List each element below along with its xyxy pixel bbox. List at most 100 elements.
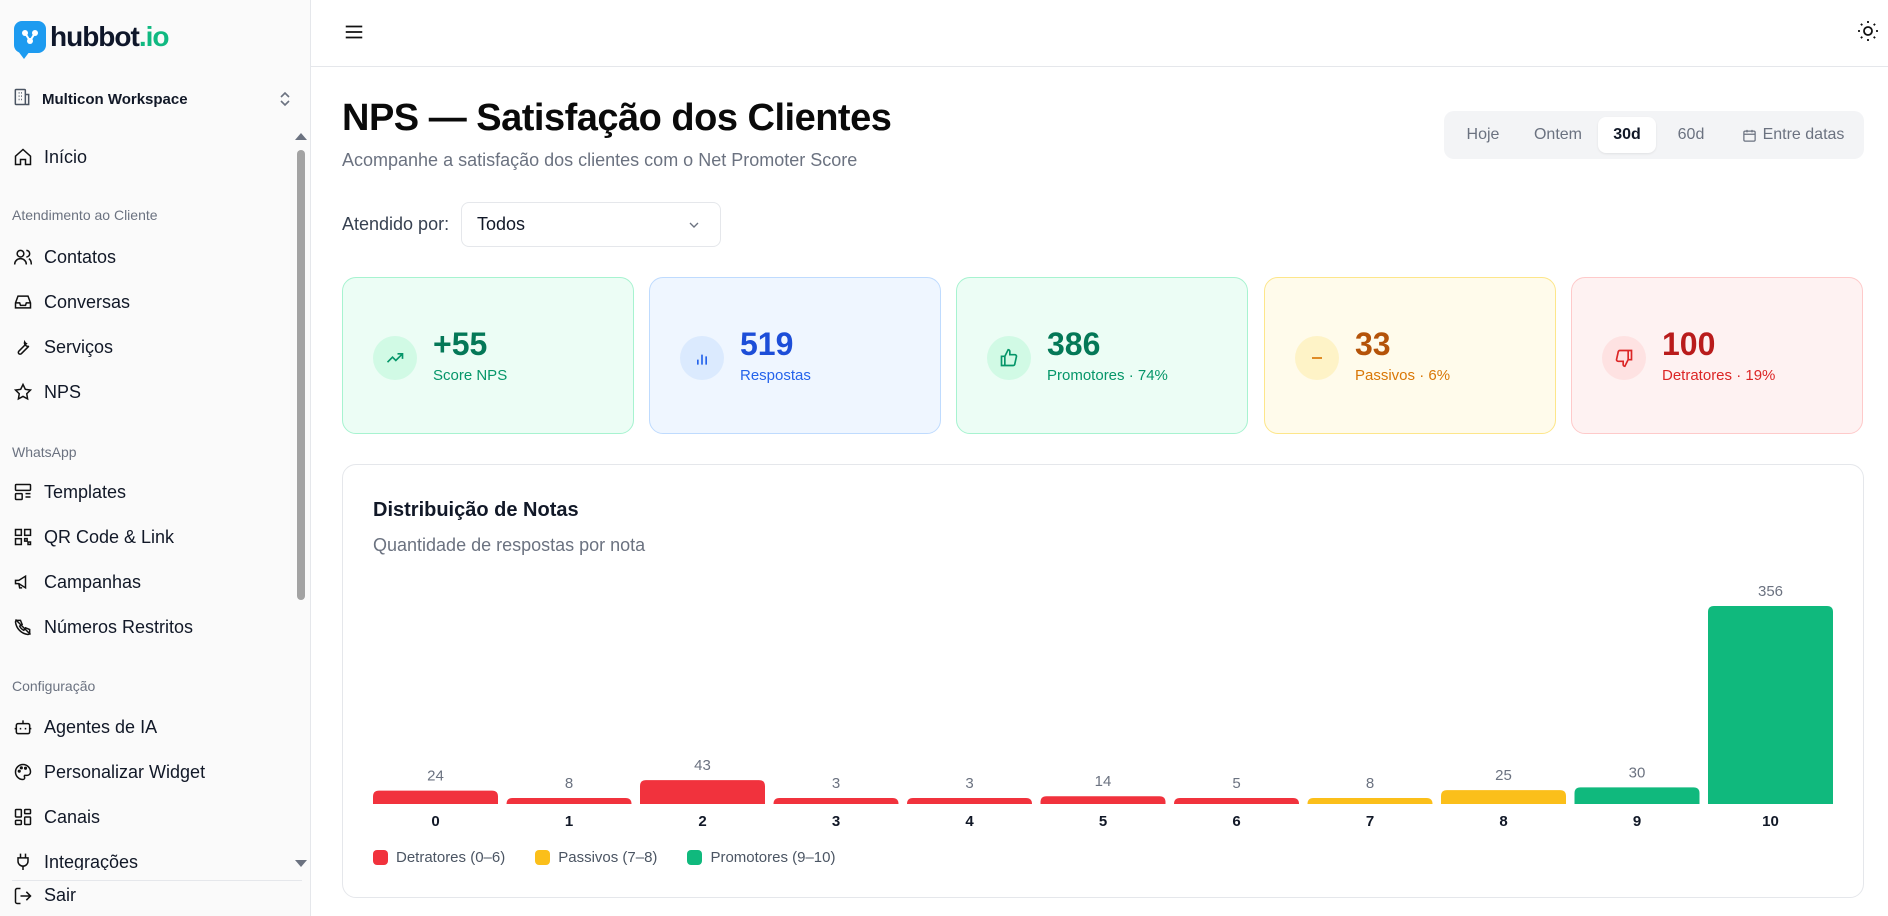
sidebar-item-label: Templates <box>44 481 127 502</box>
logout-button[interactable]: Sair <box>12 880 302 910</box>
x-tick-label: 5 <box>1099 813 1107 830</box>
sidebar-item-numeros-restritos[interactable]: Números Restritos <box>12 607 282 647</box>
trending-up-icon <box>373 336 417 380</box>
home-icon <box>12 146 34 168</box>
bar-8[interactable] <box>1441 790 1566 804</box>
megaphone-icon <box>12 571 34 593</box>
sidebar-item-label: Canais <box>44 806 101 827</box>
brand-name: hubbot.io <box>50 21 170 52</box>
bar-3[interactable] <box>773 798 899 804</box>
kpi-card-respostas: 519 Respostas <box>649 277 941 434</box>
sidebar: hubbot.io Multicon Workspace Início Aten… <box>0 0 311 916</box>
sidebar-item-servicos[interactable]: Serviços <box>12 327 282 367</box>
bar-10[interactable] <box>1708 606 1833 804</box>
sidebar-item-campanhas[interactable]: Campanhas <box>12 562 282 602</box>
sidebar-item-nps[interactable]: NPS <box>12 372 282 412</box>
scroll-up-arrow-icon[interactable] <box>295 133 307 140</box>
bar-value-label: 8 <box>565 775 573 792</box>
kpi-card-score: +55 Score NPS <box>342 277 634 434</box>
bar-value-label: 3 <box>832 775 840 792</box>
legend-label: Detratores (0–6) <box>396 849 506 866</box>
kpi-card-passivos: 33 Passivos · 6% <box>1264 277 1556 434</box>
wrench-icon <box>12 336 34 358</box>
range-60d-button[interactable]: 60d <box>1677 126 1705 143</box>
star-icon <box>12 381 34 403</box>
sidebar-item-inicio[interactable]: Início <box>12 137 282 177</box>
kpi-value: 386 <box>1047 326 1101 362</box>
sidebar-item-label: Agentes de IA <box>44 716 158 737</box>
kpi-value: 519 <box>740 326 794 362</box>
kpi-label: Promotores · 74% <box>1047 367 1168 384</box>
x-tick-label: 9 <box>1633 813 1641 830</box>
sidebar-item-templates[interactable]: Templates <box>12 472 282 512</box>
legend-item-passive: Passivos (7–8) <box>535 849 657 866</box>
range-custom-button[interactable]: Entre datas <box>1726 117 1860 153</box>
theme-toggle-sun-icon[interactable] <box>1856 19 1880 48</box>
bar-chart-icon <box>680 336 724 380</box>
thumbs-up-icon <box>987 336 1031 380</box>
bar-value-label: 25 <box>1495 767 1512 784</box>
x-tick-label: 10 <box>1762 813 1779 830</box>
bar-1[interactable] <box>506 798 632 804</box>
bar-9[interactable] <box>1574 787 1700 804</box>
plug-icon <box>12 851 34 870</box>
bar-value-label: 24 <box>427 768 444 785</box>
topbar <box>311 0 1888 67</box>
chevron-down-icon <box>686 217 702 238</box>
bar-value-label: 5 <box>1232 775 1240 792</box>
range-ontem-button[interactable]: Ontem <box>1533 126 1582 143</box>
legend-swatch <box>535 850 551 865</box>
workspace-switcher[interactable]: Multicon Workspace <box>12 84 292 114</box>
calendar-icon <box>1742 128 1757 143</box>
legend-label: Passivos (7–8) <box>558 849 658 866</box>
attendant-select[interactable]: Todos <box>461 202 721 247</box>
section-label-configuracao: Configuração <box>12 678 96 694</box>
range-30d-button[interactable]: 30d <box>1598 117 1656 153</box>
sidebar-item-canais[interactable]: Canais <box>12 797 282 837</box>
kpi-label: Passivos · 6% <box>1355 367 1451 384</box>
bar-value-label: 8 <box>1366 775 1374 792</box>
brand-logo[interactable]: hubbot.io <box>14 18 170 59</box>
legend-swatch <box>373 850 388 865</box>
sidebar-item-personalizar-widget[interactable]: Personalizar Widget <box>12 752 282 792</box>
kpi-value: 33 <box>1355 326 1391 362</box>
bar-5[interactable] <box>1040 796 1166 804</box>
x-tick-label: 7 <box>1366 813 1374 830</box>
bar-7[interactable] <box>1307 798 1433 804</box>
sidebar-item-label: Conversas <box>44 291 131 312</box>
chevrons-up-down-icon <box>278 90 292 113</box>
sidebar-item-conversas[interactable]: Conversas <box>12 282 282 322</box>
bar-6[interactable] <box>1174 798 1299 804</box>
sidebar-scrollbar[interactable] <box>295 130 307 870</box>
scroll-down-arrow-icon[interactable] <box>295 860 307 867</box>
bar-2[interactable] <box>640 780 765 804</box>
thumbs-down-icon <box>1602 336 1646 380</box>
kpi-label: Score NPS <box>433 367 508 384</box>
kpi-value: +55 <box>433 326 488 362</box>
kpi-value: 100 <box>1662 326 1716 362</box>
bar-0[interactable] <box>373 790 498 804</box>
chart-subtitle: Quantidade de respostas por nota <box>373 535 646 555</box>
x-tick-label: 4 <box>965 813 974 830</box>
chart-legend: Detratores (0–6) Passivos (7–8) Promotores… <box>373 849 866 866</box>
menu-toggle-icon[interactable] <box>343 21 365 48</box>
sidebar-item-integracoes[interactable]: Integrações <box>12 842 282 870</box>
range-hoje-button[interactable]: Hoje <box>1466 126 1500 143</box>
kpi-label: Respostas <box>740 367 811 384</box>
layout-template-icon <box>12 481 34 503</box>
sidebar-item-label: Início <box>44 146 88 167</box>
section-label-atendimento: Atendimento ao Cliente <box>12 207 158 223</box>
legend-swatch <box>687 850 703 865</box>
bar-value-label: 3 <box>965 775 973 792</box>
inbox-icon <box>12 291 34 313</box>
scroll-thumb[interactable] <box>297 150 305 600</box>
phone-off-icon <box>12 616 34 638</box>
sidebar-item-contatos[interactable]: Contatos <box>12 237 282 277</box>
bar-value-label: 14 <box>1095 773 1112 790</box>
bar-value-label: 356 <box>1758 583 1783 600</box>
chart-title: Distribuição de Notas <box>373 499 579 521</box>
legend-item-promoter: Promotores (9–10) <box>687 849 836 866</box>
sidebar-item-agentes-ia[interactable]: Agentes de IA <box>12 707 282 747</box>
bar-4[interactable] <box>907 798 1032 804</box>
sidebar-item-qr-code[interactable]: QR Code & Link <box>12 517 282 557</box>
